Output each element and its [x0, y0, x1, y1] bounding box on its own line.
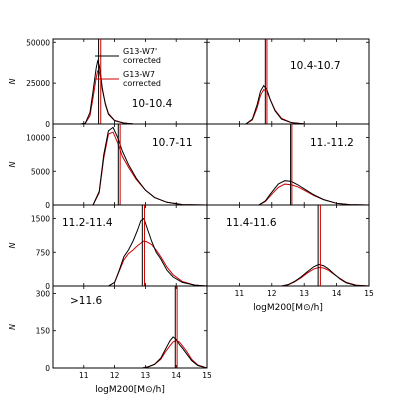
x-axis-label: logM200[M⊙/h]	[253, 303, 323, 313]
y-tick-label: 750	[36, 248, 51, 257]
panel-frame	[206, 38, 370, 125]
y-axis-label: N	[8, 161, 17, 167]
legend-label: corrected	[123, 79, 161, 88]
series-line	[53, 126, 208, 206]
y-tick-label: 0	[45, 282, 50, 291]
y-tick-label: 5000	[31, 167, 50, 176]
series-line	[207, 183, 370, 206]
panel-label: 11.4-11.6	[226, 217, 277, 229]
y-tick-label: 10000	[26, 134, 50, 143]
panel-label: 11.-11.2	[310, 137, 354, 149]
panel-label: 11.2-11.4	[62, 217, 113, 229]
y-axis-label: N	[8, 242, 17, 248]
series-line	[207, 89, 370, 125]
x-tick-label: 14	[332, 289, 342, 298]
x-tick-label: 13	[141, 371, 151, 380]
panel-frame	[206, 204, 370, 287]
series-line	[53, 340, 208, 369]
x-tick-label: 12	[110, 371, 120, 380]
y-tick-label: 0	[45, 120, 50, 129]
x-tick-label: 11	[235, 289, 245, 298]
y-tick-label: 1500	[31, 215, 50, 224]
x-tick-label: 15	[364, 289, 374, 298]
x-tick-label: 12	[267, 289, 277, 298]
y-tick-label: 150	[36, 327, 51, 336]
series-line	[207, 263, 370, 287]
x-tick-label: 11	[79, 371, 89, 380]
x-tick-label: 15	[202, 371, 212, 380]
series-line	[53, 336, 208, 369]
panel-label: 10-10.4	[132, 98, 173, 110]
legend-label: G13-W7'	[123, 47, 157, 56]
series-line	[207, 84, 370, 125]
legend-label: G13-W7	[123, 70, 155, 79]
x-axis-label: logM200[M⊙/h]	[95, 385, 165, 395]
x-tick-label: 13	[299, 289, 309, 298]
legend-label: corrected	[123, 56, 161, 65]
panel-label: 10.4-10.7	[290, 60, 341, 72]
series-line	[53, 217, 208, 287]
y-tick-label: 50000	[26, 38, 50, 47]
x-tick-label: 14	[171, 371, 181, 380]
y-tick-label: 25000	[26, 79, 50, 88]
y-tick-label: 300	[36, 289, 51, 298]
series-line	[207, 267, 370, 287]
y-tick-label: 0	[45, 364, 50, 373]
y-axis-label: N	[8, 78, 17, 84]
series-line	[207, 180, 370, 206]
panel-label: >11.6	[70, 295, 102, 307]
y-tick-label: 0	[45, 201, 50, 210]
panel-label: 10.7-11	[152, 137, 193, 149]
y-axis-label: N	[8, 324, 17, 330]
